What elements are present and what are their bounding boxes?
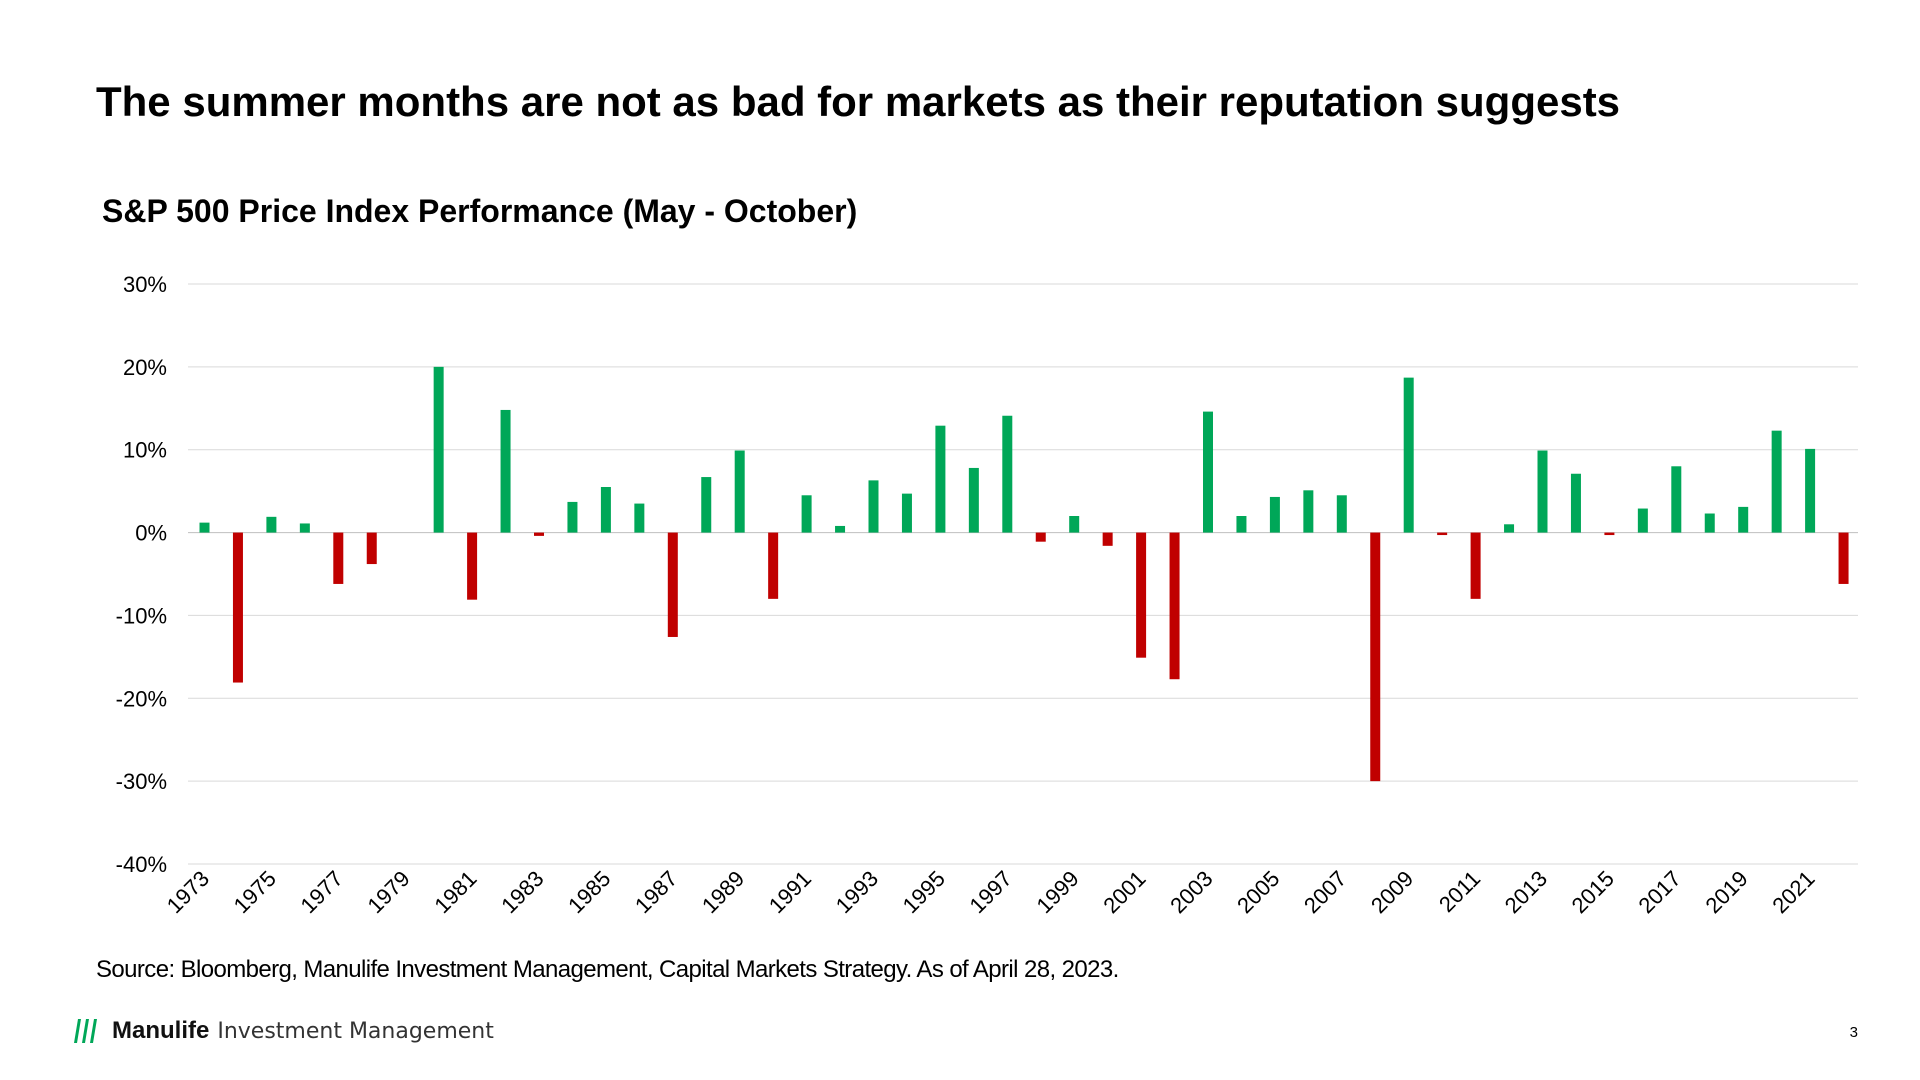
x-tick-label: 2013 bbox=[1500, 866, 1552, 918]
x-tick-label: 1993 bbox=[831, 866, 883, 918]
bar-1995 bbox=[935, 425, 946, 533]
bar-1989 bbox=[734, 450, 745, 533]
bar-1991 bbox=[801, 495, 812, 533]
x-tick-label: 2015 bbox=[1567, 866, 1619, 918]
page-number: 3 bbox=[1849, 1024, 1858, 1041]
x-tick-label: 1999 bbox=[1031, 866, 1083, 918]
bar-2004 bbox=[1236, 516, 1247, 533]
bar-1974 bbox=[232, 532, 243, 683]
brand-name: Manulife bbox=[112, 1017, 210, 1044]
slide-title: The summer months are not as bad for mar… bbox=[96, 78, 1621, 125]
bar-2022 bbox=[1838, 532, 1849, 584]
bar-1996 bbox=[968, 467, 979, 533]
bar-1975 bbox=[266, 516, 277, 533]
footer-logo: Manulife Investment Management bbox=[72, 1016, 494, 1046]
x-tick-label: 1991 bbox=[764, 866, 816, 918]
bar-2016 bbox=[1637, 508, 1648, 533]
y-tick-label: -20% bbox=[116, 686, 167, 711]
x-tick-label: 1973 bbox=[162, 866, 214, 918]
bar-2005 bbox=[1269, 496, 1280, 533]
bar-1985 bbox=[600, 487, 611, 533]
x-tick-label: 2005 bbox=[1232, 866, 1284, 918]
bar-2010 bbox=[1437, 532, 1448, 536]
x-tick-label: 2011 bbox=[1434, 866, 1485, 917]
bar-2015 bbox=[1604, 532, 1615, 536]
x-tick-label: 2001 bbox=[1098, 866, 1150, 918]
bar-1999 bbox=[1069, 516, 1080, 533]
bar-2001 bbox=[1136, 532, 1147, 658]
bar-2009 bbox=[1403, 377, 1414, 533]
bar-2008 bbox=[1370, 532, 1381, 782]
y-tick-label: 10% bbox=[123, 438, 167, 463]
bar-1998 bbox=[1035, 532, 1046, 542]
y-tick-label: -10% bbox=[116, 603, 167, 628]
bar-1987 bbox=[667, 532, 678, 637]
x-tick-label: 2017 bbox=[1634, 866, 1686, 918]
x-tick-label: 1983 bbox=[496, 866, 548, 918]
x-tick-label: 2019 bbox=[1700, 866, 1752, 918]
chart-title: S&P 500 Price Index Performance (May - O… bbox=[102, 193, 858, 229]
bar-2006 bbox=[1303, 490, 1314, 533]
bar-2019 bbox=[1738, 506, 1749, 533]
bar-1981 bbox=[467, 532, 478, 600]
bar-2000 bbox=[1102, 532, 1113, 546]
x-tick-label: 2007 bbox=[1299, 866, 1351, 918]
bar-2017 bbox=[1671, 466, 1682, 533]
bar-2011 bbox=[1470, 532, 1481, 599]
bar-2013 bbox=[1537, 450, 1548, 533]
bar-1984 bbox=[567, 501, 578, 533]
brand-subtitle: Investment Management bbox=[217, 1018, 494, 1044]
bar-1994 bbox=[901, 493, 912, 533]
bar-1973 bbox=[199, 522, 210, 533]
y-tick-label: 0% bbox=[135, 521, 167, 546]
x-tick-label: 1977 bbox=[296, 866, 348, 918]
y-tick-label: -30% bbox=[116, 769, 167, 794]
x-tick-label: 1979 bbox=[362, 866, 414, 918]
bar-1978 bbox=[366, 532, 377, 565]
x-tick-label: 1985 bbox=[563, 866, 615, 918]
y-tick-label: 20% bbox=[123, 355, 167, 380]
bar-1976 bbox=[299, 523, 310, 533]
bar-2014 bbox=[1570, 473, 1581, 533]
x-tick-label: 1997 bbox=[965, 866, 1017, 918]
bar-1986 bbox=[634, 503, 645, 533]
bar-2020 bbox=[1771, 430, 1782, 533]
bar-1997 bbox=[1002, 415, 1013, 533]
source-note: Source: Bloomberg, Manulife Investment M… bbox=[96, 956, 1119, 983]
bar-1982 bbox=[500, 409, 511, 533]
bars bbox=[199, 366, 1849, 782]
x-tick-label: 1987 bbox=[630, 866, 682, 918]
x-tick-label: 1989 bbox=[697, 866, 749, 918]
x-tick-label: 2003 bbox=[1165, 866, 1217, 918]
manulife-m-icon bbox=[74, 1019, 97, 1043]
bar-2012 bbox=[1504, 524, 1515, 533]
y-tick-label: -40% bbox=[116, 852, 167, 877]
bar-1977 bbox=[333, 532, 344, 584]
bar-1988 bbox=[701, 477, 712, 533]
y-tick-label: 30% bbox=[123, 272, 167, 297]
x-tick-label: 1981 bbox=[429, 866, 481, 918]
bar-2007 bbox=[1336, 495, 1347, 533]
x-tick-label: 2009 bbox=[1366, 866, 1418, 918]
x-tick-label: 1975 bbox=[229, 866, 281, 918]
bar-1980 bbox=[433, 366, 444, 533]
bar-1992 bbox=[835, 525, 846, 533]
bar-2018 bbox=[1704, 513, 1715, 533]
x-tick-label: 1995 bbox=[898, 866, 950, 918]
x-axis-tick-labels: 1973 1975 1977 1979 1981 1983 1985 1987 1989 1991… bbox=[162, 866, 1820, 918]
bar-1993 bbox=[868, 480, 879, 533]
bar-1990 bbox=[768, 532, 779, 599]
x-tick-label: 2021 bbox=[1767, 866, 1819, 918]
bar-2002 bbox=[1169, 532, 1180, 680]
y-axis-tick-labels: 30% 20% 10% 0% -10% -20% -30% -40% bbox=[116, 272, 167, 877]
bar-2021 bbox=[1805, 448, 1816, 533]
bar-1983 bbox=[534, 532, 544, 536]
bar-2003 bbox=[1203, 411, 1213, 533]
